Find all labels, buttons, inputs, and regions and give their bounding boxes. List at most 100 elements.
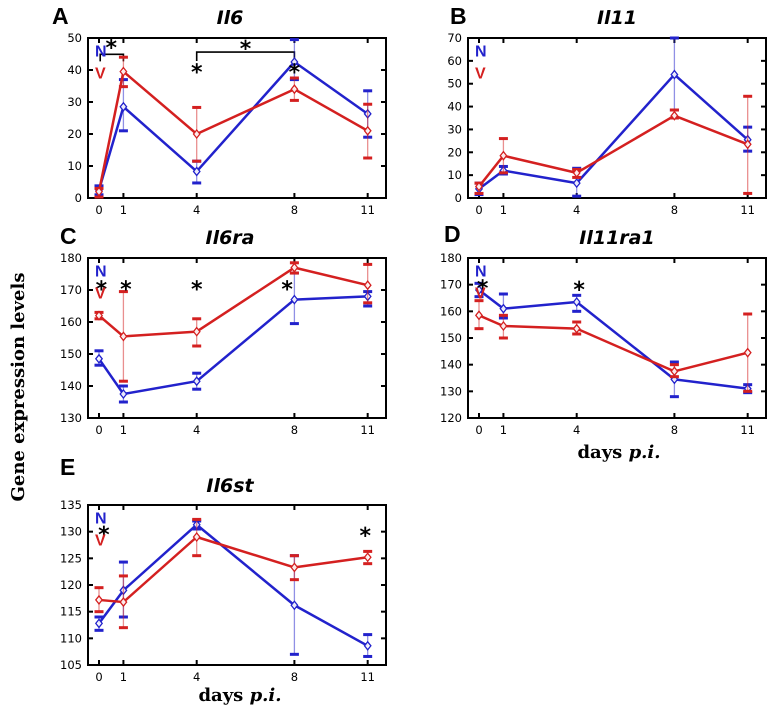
panel-e-title: Il6st: [206, 475, 254, 497]
y-tick-label: 120: [60, 578, 82, 592]
x-tick-label: 0: [95, 670, 102, 684]
significance-star: *: [98, 523, 110, 548]
data-point-marker: [474, 284, 484, 296]
series-line: [478, 314, 748, 373]
y-tick-label: 60: [447, 54, 462, 68]
x-tick-label: 0: [95, 423, 102, 437]
y-tick-label: 135: [60, 498, 82, 512]
series-n: [94, 519, 373, 658]
data-point-marker: [94, 594, 104, 605]
x-tick-label: 4: [193, 423, 200, 437]
y-tick-label: 50: [447, 77, 462, 91]
data-point-marker: [94, 186, 104, 197]
y-tick-label: 110: [60, 631, 82, 645]
data-point-marker: [119, 101, 128, 112]
y-tick-label: 130: [60, 525, 82, 539]
y-tick-label: 180: [60, 251, 82, 265]
legend-n-label: N: [95, 264, 107, 281]
x-tick-label: 0: [95, 203, 102, 217]
x-tick-label: 11: [740, 203, 755, 217]
series-line: [478, 114, 749, 188]
significance-star: *: [191, 60, 203, 85]
data-point-marker: [119, 66, 128, 77]
series-v: [94, 517, 373, 630]
x-axis-label-days: days: [577, 442, 623, 463]
data-point-marker: [670, 366, 679, 377]
data-point-marker: [499, 320, 508, 332]
data-point-marker: [290, 56, 299, 68]
data-point-marker: [192, 376, 201, 387]
legend-n-label: N: [95, 511, 107, 528]
significance-star: *: [573, 278, 585, 303]
data-point-marker: [572, 167, 581, 178]
data-point-marker: [743, 347, 752, 358]
x-tick-label: 8: [671, 423, 678, 437]
data-point-marker: [499, 150, 508, 161]
panel-c-letter: C: [60, 223, 77, 249]
legend-v-label: V: [475, 66, 486, 83]
panel-b-letter: B: [450, 3, 467, 29]
panel-e-letter: E: [60, 454, 76, 480]
data-point-marker: [572, 323, 581, 334]
data-point-marker: [572, 178, 581, 189]
y-tick-label: 160: [60, 315, 82, 329]
y-tick-label: 170: [440, 278, 462, 292]
x-tick-label: 1: [120, 203, 127, 217]
panel-b-title: Il11: [596, 7, 638, 29]
y-tick-label: 150: [440, 331, 462, 345]
series-line: [98, 535, 368, 604]
data-point-marker: [192, 166, 201, 177]
x-axis-label-days: days: [198, 685, 244, 706]
series-v: [474, 94, 753, 195]
data-point-marker: [499, 303, 508, 314]
x-tick-label: 4: [573, 203, 580, 217]
y-tick-label: 10: [67, 159, 82, 173]
y-tick-label: 130: [440, 384, 462, 398]
panel-c-title: Il6ra: [205, 227, 255, 249]
x-tick-label: 1: [500, 423, 507, 437]
y-tick-label: 70: [447, 31, 462, 45]
y-tick-label: 20: [67, 127, 82, 141]
data-point-marker: [363, 280, 372, 291]
x-axis-label-panel-d: days p.i.: [577, 444, 660, 462]
x-tick-label: 0: [475, 423, 482, 437]
x-axis-label-panel-e: days p.i.: [198, 687, 281, 705]
x-tick-label: 11: [360, 423, 375, 437]
y-tick-label: 105: [60, 658, 82, 672]
data-point-marker: [94, 310, 104, 321]
x-tick-label: 8: [291, 670, 298, 684]
panel-a-letter: A: [52, 3, 69, 29]
series-line: [478, 289, 748, 390]
data-point-marker: [94, 618, 104, 629]
significance-star: *: [477, 276, 489, 301]
y-tick-label: 140: [440, 358, 462, 372]
data-point-marker: [192, 531, 201, 543]
data-point-marker: [290, 84, 299, 95]
significance-star: *: [281, 277, 293, 302]
data-point-marker: [119, 388, 128, 400]
y-tick-label: 115: [60, 605, 82, 619]
data-point-marker: [474, 181, 484, 192]
x-tick-label: 4: [193, 670, 200, 684]
y-tick-label: 0: [75, 191, 82, 205]
data-point-marker: [743, 139, 752, 150]
x-tick-label: 8: [671, 203, 678, 217]
legend-n-label: N: [475, 264, 487, 281]
series-line: [478, 73, 749, 190]
legend-n-label: N: [95, 44, 107, 61]
data-point-marker: [572, 296, 581, 308]
data-point-marker: [290, 262, 299, 273]
x-tick-label: 8: [291, 203, 298, 217]
series-n: [94, 271, 373, 404]
significance-star: *: [105, 36, 117, 61]
legend-v-label: V: [475, 286, 486, 303]
y-tick-label: 125: [60, 551, 82, 565]
significance-star: *: [289, 60, 301, 85]
x-tick-label: 1: [120, 423, 127, 437]
x-tick-label: 4: [193, 203, 200, 217]
y-tick-label: 130: [60, 411, 82, 425]
significance-star: *: [359, 524, 371, 549]
data-point-marker: [290, 600, 299, 611]
